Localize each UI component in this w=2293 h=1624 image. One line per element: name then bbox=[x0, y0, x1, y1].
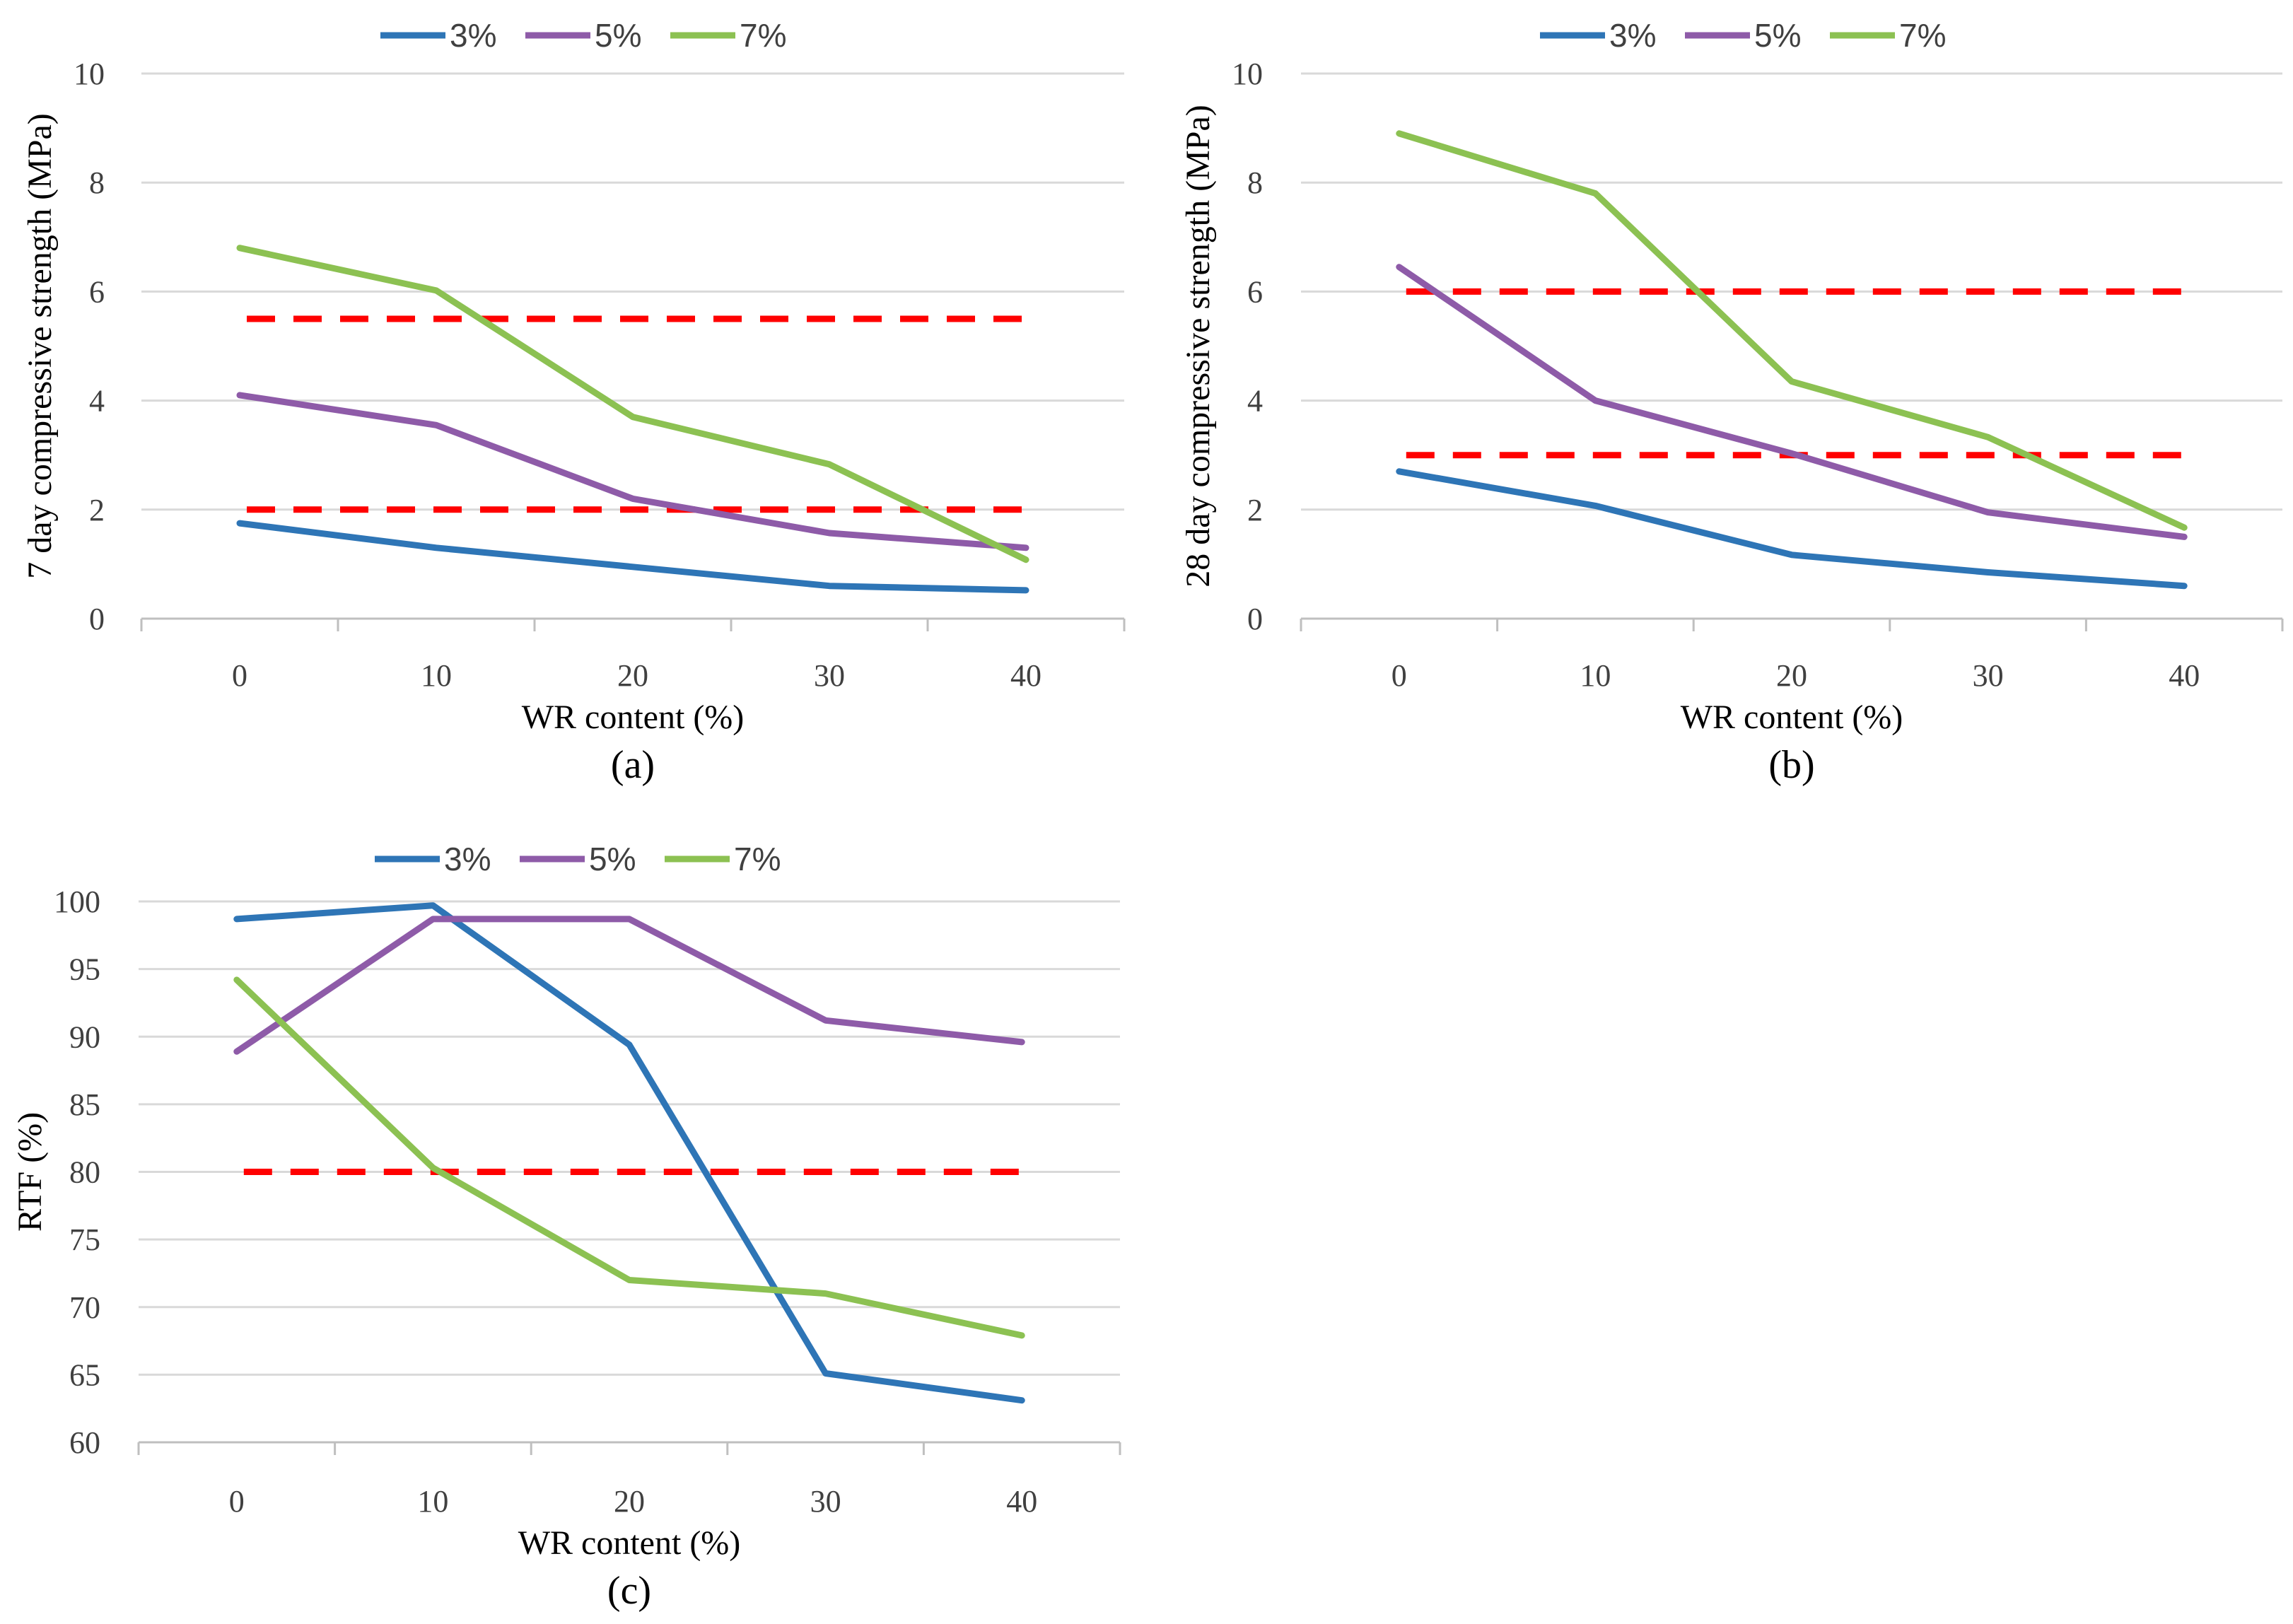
panel-label: (b) bbox=[1768, 743, 1814, 787]
x-tick-label: 30 bbox=[810, 1484, 841, 1519]
x-tick-label: 10 bbox=[1580, 658, 1611, 693]
y-tick-label: 80 bbox=[69, 1155, 100, 1190]
y-tick-label: 95 bbox=[69, 952, 100, 987]
y-tick-label: 70 bbox=[69, 1290, 100, 1325]
series-line bbox=[1396, 130, 2188, 531]
x-tick-label: 0 bbox=[1391, 658, 1407, 693]
x-tick-label: 40 bbox=[1006, 1484, 1037, 1519]
panel-label: (c) bbox=[607, 1569, 651, 1613]
y-tick-label: 4 bbox=[1247, 384, 1263, 419]
x-tick-label: 10 bbox=[421, 658, 452, 693]
y-tick-label: 10 bbox=[1232, 57, 1263, 91]
y-tick-label: 6 bbox=[89, 274, 105, 309]
y-axis-title: 28 day compressive strength (MPa) bbox=[1179, 105, 1217, 588]
x-tick-label: 10 bbox=[417, 1484, 448, 1519]
panel-label: (a) bbox=[611, 743, 655, 787]
x-tick-label: 40 bbox=[2169, 658, 2200, 693]
panel-a: 0 2 4 6 8 10 0 10 20 30 40 3% 5% 7% WR content (%) 7 da… bbox=[21, 17, 1126, 787]
y-tick-label: 4 bbox=[89, 384, 105, 419]
y-tick-label: 8 bbox=[1247, 165, 1263, 200]
legend-label: 5% bbox=[1754, 17, 1801, 54]
legend-label: 3% bbox=[450, 17, 496, 54]
series-line bbox=[233, 976, 1025, 1339]
series-line bbox=[236, 520, 1029, 594]
legend-label: 7% bbox=[740, 17, 786, 54]
legend-label: 7% bbox=[1899, 17, 1946, 54]
legend-label: 7% bbox=[734, 841, 781, 877]
y-axis-title: RTF (%) bbox=[11, 1112, 49, 1232]
legend-label: 5% bbox=[589, 841, 636, 877]
y-tick-label: 2 bbox=[1247, 493, 1263, 527]
y-tick-label: 100 bbox=[54, 884, 100, 919]
legend-label: 3% bbox=[444, 841, 491, 877]
series-line bbox=[1396, 264, 2188, 540]
legend-label: 3% bbox=[1609, 17, 1656, 54]
x-tick-label: 30 bbox=[814, 658, 845, 693]
series-line bbox=[233, 916, 1025, 1055]
y-tick-label: 75 bbox=[69, 1222, 100, 1257]
y-tick-label: 85 bbox=[69, 1087, 100, 1122]
series-line bbox=[236, 392, 1029, 551]
y-tick-label: 8 bbox=[89, 165, 105, 200]
y-tick-label: 6 bbox=[1247, 274, 1263, 309]
x-axis-title: WR content (%) bbox=[518, 1524, 741, 1562]
y-tick-label: 0 bbox=[1247, 602, 1263, 636]
legend-label: 5% bbox=[595, 17, 641, 54]
y-tick-label: 2 bbox=[89, 493, 105, 527]
x-tick-label: 0 bbox=[232, 658, 247, 693]
x-tick-label: 0 bbox=[229, 1484, 245, 1519]
y-tick-label: 0 bbox=[89, 602, 105, 636]
series-line bbox=[233, 902, 1025, 1404]
y-axis-title: 7 day compressive strength (MPa) bbox=[21, 113, 59, 579]
y-tick-label: 60 bbox=[69, 1425, 100, 1460]
x-axis-title: WR content (%) bbox=[1681, 699, 1903, 736]
x-tick-label: 20 bbox=[617, 658, 648, 693]
panel-c: 60 65 70 75 80 85 90 95 100 0 10 20 30 40 3% 5% 7% WR con… bbox=[11, 841, 1121, 1613]
y-tick-label: 65 bbox=[69, 1357, 100, 1392]
x-axis-title: WR content (%) bbox=[522, 699, 745, 736]
x-tick-label: 30 bbox=[1973, 658, 2004, 693]
y-tick-label: 10 bbox=[74, 57, 105, 91]
series-line bbox=[236, 245, 1029, 563]
y-tick-label: 90 bbox=[69, 1020, 100, 1054]
x-tick-label: 20 bbox=[614, 1484, 645, 1519]
series-line bbox=[1396, 468, 2188, 590]
x-tick-label: 20 bbox=[1776, 658, 1807, 693]
panel-b: 0 2 4 6 8 10 0 10 20 30 40 3% 5% 7% WR content (%) 28 d… bbox=[1179, 17, 2284, 787]
x-tick-label: 40 bbox=[1010, 658, 1042, 693]
